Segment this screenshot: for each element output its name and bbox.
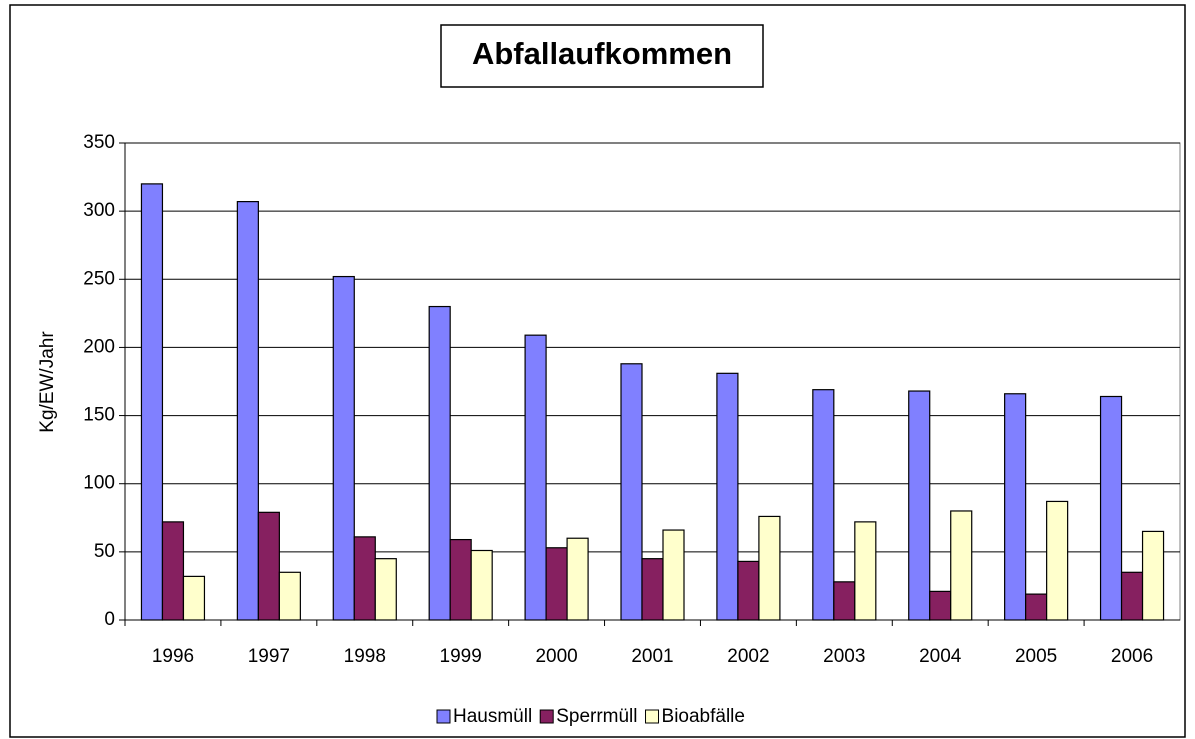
legend-label: Bioabfälle — [662, 706, 745, 727]
bar — [278, 571, 301, 621]
bar — [833, 581, 856, 621]
legend-label: Hausmüll — [453, 706, 532, 727]
bar — [236, 201, 259, 621]
bar — [1099, 395, 1123, 621]
bar — [812, 389, 835, 621]
bar — [470, 549, 493, 621]
bar — [1004, 393, 1027, 621]
x-tick-label: 1996 — [152, 646, 194, 667]
y-tick-label: 250 — [83, 268, 115, 289]
bar — [662, 529, 685, 621]
title-box — [440, 24, 764, 88]
bar — [161, 521, 185, 621]
x-tick-label: 2000 — [535, 646, 577, 667]
x-tick-label: 2004 — [919, 646, 962, 667]
bar — [854, 521, 877, 621]
bar — [1141, 530, 1165, 621]
y-tick-label: 350 — [83, 132, 115, 153]
bar — [1025, 593, 1048, 621]
bar — [353, 536, 376, 621]
x-tick-label: 2003 — [823, 646, 865, 667]
bar — [950, 510, 973, 621]
y-tick-label: 200 — [83, 336, 115, 357]
x-tick-label: 2002 — [727, 646, 769, 667]
bar — [641, 558, 664, 621]
legend-label: Sperrmüll — [556, 706, 637, 727]
bar — [620, 363, 643, 621]
y-axis-label: Kg/EW/Jahr — [37, 331, 58, 433]
legend-swatch — [436, 709, 451, 724]
y-tick-label: 50 — [94, 541, 115, 562]
bar — [182, 575, 206, 621]
legend-swatch — [539, 709, 554, 724]
bar — [332, 275, 355, 621]
bar — [140, 183, 164, 621]
chart-title: Abfallaufkommen — [472, 36, 732, 71]
legend-swatch — [645, 709, 660, 724]
bar — [737, 560, 760, 621]
x-tick-label: 1998 — [344, 646, 386, 667]
y-tick-label: 0 — [104, 609, 115, 630]
bar — [545, 547, 568, 621]
bar — [524, 334, 547, 621]
bar — [374, 558, 397, 621]
x-tick-label: 1997 — [248, 646, 290, 667]
bar — [1046, 500, 1069, 621]
bar — [566, 537, 589, 621]
y-tick-label: 300 — [83, 200, 115, 221]
x-tick-label: 2006 — [1111, 646, 1153, 667]
x-tick-label: 2001 — [631, 646, 673, 667]
y-tick-label: 150 — [83, 405, 115, 426]
bar — [929, 590, 952, 621]
bar — [257, 511, 280, 621]
y-tick-label: 100 — [83, 473, 115, 494]
x-tick-label: 1999 — [440, 646, 482, 667]
bar — [1120, 571, 1144, 621]
bar — [758, 515, 781, 621]
bar — [449, 538, 472, 621]
bar — [428, 305, 451, 621]
x-tick-label: 2005 — [1015, 646, 1057, 667]
bar — [716, 372, 739, 621]
bar — [908, 390, 931, 621]
